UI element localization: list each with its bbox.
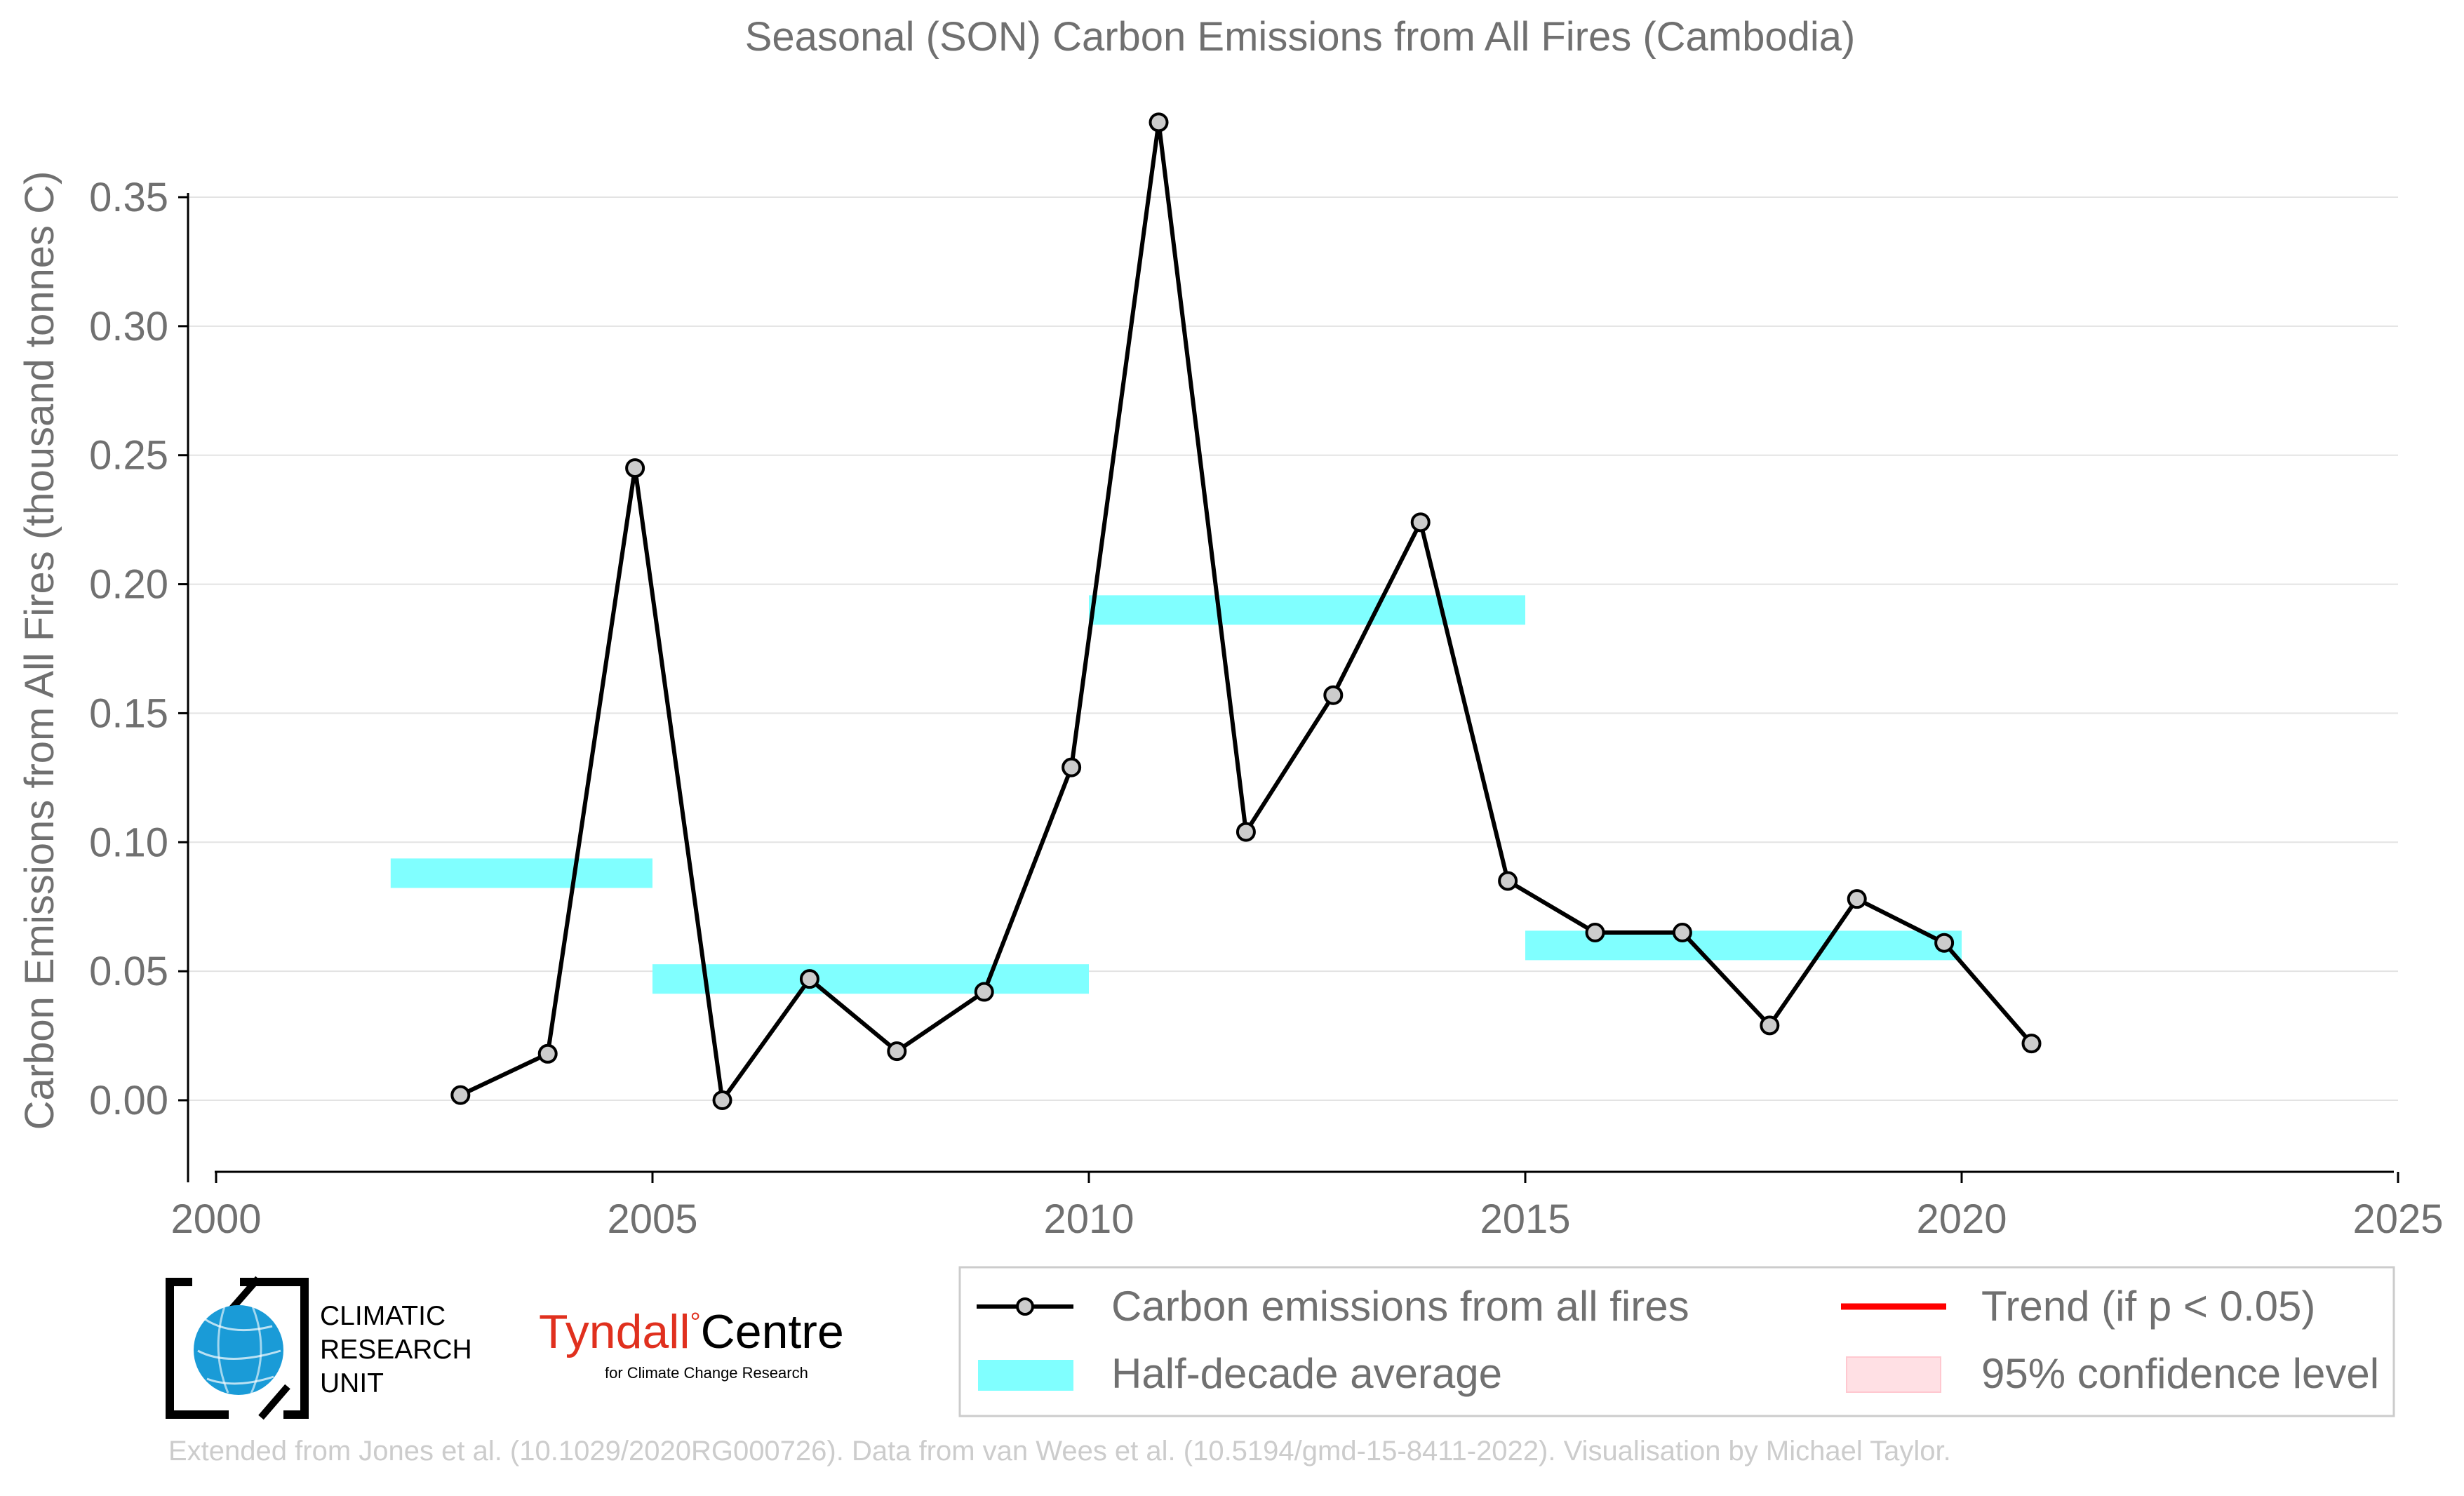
cru-logo: [166, 1276, 309, 1420]
gridlines: [188, 196, 2398, 1101]
x-tick-label: 2010: [1043, 1196, 1134, 1242]
data-point: [1062, 757, 1082, 777]
legend-confidence-label: 95% confidence level: [1981, 1350, 2379, 1397]
legend-confidence-swatch: [1846, 1356, 1941, 1393]
data-point: [1323, 685, 1344, 705]
data-point: [1585, 922, 1605, 942]
half-decade-average-bar: [390, 858, 652, 888]
tyndall-name-part1: Tyndall: [539, 1305, 690, 1358]
globe-icon: [194, 1305, 283, 1395]
cru-line-2: RESEARCH: [320, 1335, 472, 1365]
data-point: [537, 1043, 558, 1064]
data-point: [1236, 822, 1256, 842]
legend-average-swatch: [978, 1360, 1073, 1391]
data-point: [1149, 112, 1169, 133]
y-tick-label: 0.15: [89, 690, 168, 736]
y-tick-label: 0.30: [89, 304, 168, 349]
data-point: [974, 982, 994, 1002]
data-point: [1672, 922, 1692, 942]
tyndall-name-part2: Centre: [700, 1305, 844, 1358]
chart-title: Seasonal (SON) Carbon Emissions from All…: [745, 14, 1856, 60]
data-point: [2021, 1034, 2042, 1054]
y-ticks: 0.00 0.05 0.10 0.15 0.20 0.25 0.30 0.35: [89, 175, 188, 1123]
data-point: [450, 1085, 471, 1105]
legend-trend-label: Trend (if p < 0.05): [1981, 1283, 2315, 1330]
legend-emissions-label: Carbon emissions from all fires: [1111, 1283, 1689, 1330]
half-decade-average-bar: [1089, 595, 1525, 625]
y-tick-label: 0.20: [89, 562, 168, 608]
legend-emissions-marker: [1016, 1297, 1034, 1316]
tyndall-logo: Tyndall°Centre: [539, 1308, 844, 1356]
cru-line-1: CLIMATIC: [320, 1301, 446, 1331]
y-tick-label: 0.05: [89, 949, 168, 994]
series-emissions: [450, 112, 2042, 1110]
data-point: [799, 969, 819, 989]
x-tick-label: 2000: [170, 1196, 261, 1242]
legend-box: [958, 1266, 2395, 1417]
y-tick-label: 0.00: [89, 1078, 168, 1123]
data-point: [1934, 933, 1955, 953]
cru-logo-text: CLIMATIC RESEARCH UNIT: [320, 1300, 472, 1401]
legend: Carbon emissions from all fires Trend (i…: [958, 1266, 2395, 1417]
cru-line-3: UNIT: [320, 1368, 384, 1398]
legend-average-label: Half-decade average: [1111, 1350, 1502, 1397]
y-axis-label: Carbon Emissions from All Fires (thousan…: [17, 171, 62, 1130]
half-decade-average-bars: [390, 595, 1962, 994]
data-point: [1498, 871, 1518, 891]
data-point: [1760, 1015, 1780, 1036]
x-ticks: 2000 2005 2010 2015 2020 2025: [170, 1172, 2444, 1242]
half-decade-average-bar: [652, 964, 1089, 994]
x-tick-label: 2020: [1916, 1196, 2007, 1242]
x-tick-label: 2025: [2352, 1196, 2443, 1242]
data-point: [1847, 889, 1867, 909]
data-point: [712, 1090, 732, 1110]
tyndall-degree: °: [690, 1308, 701, 1337]
y-tick-label: 0.25: [89, 433, 168, 479]
data-point: [1410, 512, 1431, 533]
data-point: [887, 1041, 907, 1062]
data-point: [625, 458, 645, 479]
x-tick-label: 2005: [607, 1196, 697, 1242]
y-tick-label: 0.35: [89, 175, 168, 220]
x-tick-label: 2015: [1480, 1196, 1570, 1242]
credit-line: Extended from Jones et al. (10.1029/2020…: [168, 1436, 1951, 1467]
tyndall-subtitle: for Climate Change Research: [605, 1364, 808, 1382]
y-tick-label: 0.10: [89, 820, 168, 865]
